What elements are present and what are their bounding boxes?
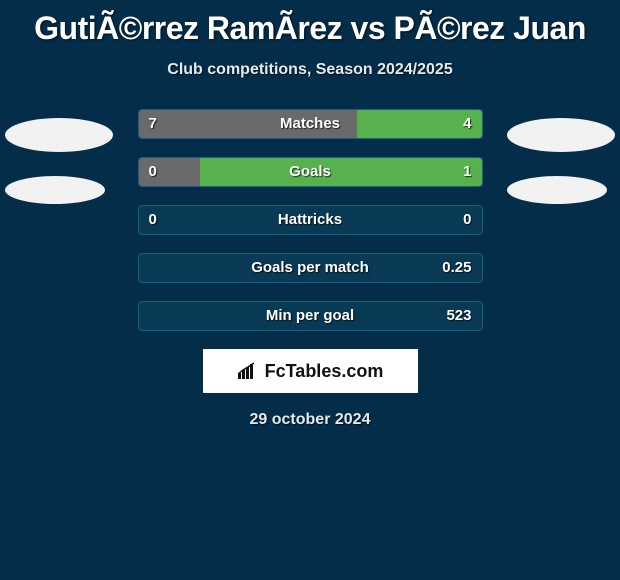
row-label: Goals: [139, 158, 482, 186]
stat-row: 74Matches: [138, 109, 483, 139]
row-label: Hattricks: [139, 206, 482, 234]
ellipse-icon: [5, 118, 113, 152]
stat-row: 523Min per goal: [138, 301, 483, 331]
bars-icon: [237, 362, 259, 380]
brand-text: FcTables.com: [265, 361, 384, 382]
generation-date: 29 october 2024: [0, 411, 620, 429]
brand-banner[interactable]: FcTables.com: [203, 349, 418, 393]
ellipse-icon: [507, 118, 615, 152]
row-label: Goals per match: [139, 254, 482, 282]
row-label: Matches: [139, 110, 482, 138]
player2-marks: [507, 118, 615, 228]
stat-rows: 74Matches 01Goals 00Hattricks 0.25Goals per…: [138, 109, 483, 331]
stat-row: 00Hattricks: [138, 205, 483, 235]
row-label: Min per goal: [139, 302, 482, 330]
ellipse-icon: [507, 176, 607, 204]
stat-row: 0.25Goals per match: [138, 253, 483, 283]
stat-row: 01Goals: [138, 157, 483, 187]
page-title: GutiÃ©rrez RamÃ­rez vs PÃ©rez Juan: [0, 0, 620, 47]
player1-marks: [5, 118, 113, 228]
subtitle: Club competitions, Season 2024/2025: [0, 61, 620, 79]
ellipse-icon: [5, 176, 105, 204]
